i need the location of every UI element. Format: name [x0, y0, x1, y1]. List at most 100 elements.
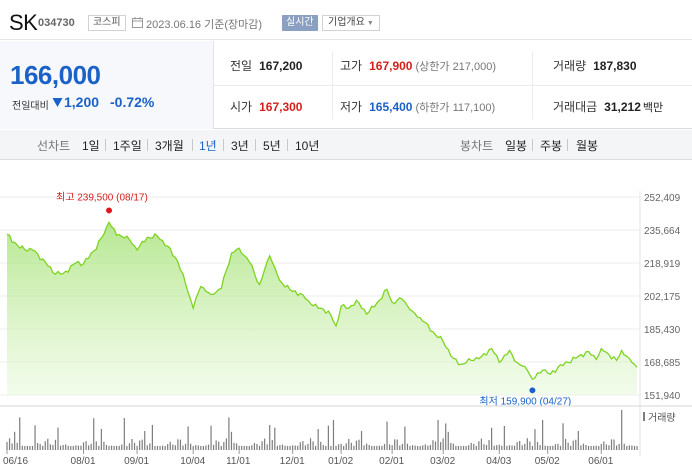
tab-divider	[147, 139, 148, 151]
tab-1day[interactable]: 1일	[82, 139, 100, 153]
volume-bar	[511, 445, 513, 450]
tab-3year[interactable]: 3년	[231, 139, 249, 153]
volume-bar	[116, 445, 118, 450]
volume-bar	[442, 438, 444, 450]
volume-bar	[378, 445, 380, 450]
volume-bar	[562, 423, 564, 450]
volume-bar	[299, 442, 301, 450]
volume-bar	[243, 445, 245, 450]
volume-bar	[113, 445, 115, 450]
volume-bar	[485, 445, 488, 450]
price-chart[interactable]: 252,409 235,664 218,919 202,175 185,430 168,6…	[0, 160, 692, 473]
volume-bar	[29, 445, 31, 450]
volume-bar	[31, 445, 34, 450]
volume-bar	[457, 445, 460, 450]
volume-bar	[322, 445, 324, 450]
calendar-icon	[132, 17, 143, 28]
volume-bar	[388, 444, 391, 450]
volume-bar	[67, 445, 69, 450]
tab-1year[interactable]: 1년	[199, 139, 217, 153]
volume-bar	[294, 445, 296, 450]
stock-code: 034730	[38, 17, 75, 29]
volume-bar	[128, 443, 131, 450]
volume-bar	[516, 442, 518, 450]
volume-bar	[355, 440, 358, 450]
volume-bar	[105, 445, 108, 450]
volume-bar	[358, 439, 360, 450]
volume-bar	[195, 445, 197, 450]
volume-bar	[353, 445, 355, 450]
volume-bar	[62, 444, 64, 450]
column-divider	[532, 51, 533, 119]
down-arrow-icon	[52, 98, 63, 107]
volume-bar	[437, 419, 439, 450]
volume-bar	[363, 445, 365, 450]
volume-bar	[253, 442, 256, 450]
realtime-badge[interactable]: 실시간	[282, 15, 318, 31]
tab-3month[interactable]: 3개월	[155, 139, 184, 153]
price-summary: 166,000 전일대비 1,200 -0.72% 전일 167,200 고가 16…	[0, 41, 692, 129]
volume-bar	[414, 445, 416, 450]
low-label: 최저 159,900 (04/27)	[479, 395, 571, 407]
volume-bar	[312, 441, 314, 450]
tab-1week[interactable]: 1주일	[113, 139, 142, 153]
volume-bar	[340, 443, 342, 450]
volume-bar	[309, 438, 312, 450]
volume-bar	[304, 445, 307, 450]
volume-bar	[462, 445, 465, 450]
volume-bar	[205, 445, 207, 450]
volume-bar	[394, 439, 396, 450]
tab-monthly-candle[interactable]: 월봉	[576, 139, 599, 153]
volume-bar	[348, 438, 350, 450]
volume-bar	[297, 445, 299, 450]
volume-bar	[169, 441, 171, 450]
tab-weekly-candle[interactable]: 주봉	[540, 139, 563, 153]
volume-bar	[261, 441, 263, 450]
stat-value: 165,400	[369, 100, 413, 114]
y-tick-label: 202,175	[644, 292, 681, 303]
company-info-label: 기업개요	[328, 17, 365, 28]
volume-bar	[526, 438, 528, 450]
volume-bar	[284, 445, 286, 450]
x-tick-label: 10/04	[180, 456, 205, 467]
company-info-dropdown[interactable]: 기업개요 ▼	[322, 15, 380, 31]
tab-daily-candle[interactable]: 일봉	[505, 139, 528, 153]
stat-label: 저가	[340, 100, 363, 114]
volume-bar	[603, 441, 605, 450]
volume-bar	[14, 431, 16, 450]
period-tabs: 선차트 1일 1주일 3개월 1년 3년 5년 10년 봉차트 일봉 주봉 월봉	[0, 130, 692, 160]
stat-unit: 백만	[642, 102, 664, 114]
volume-bar	[230, 431, 233, 450]
volume-bar	[281, 444, 284, 450]
stat-value: 167,200	[259, 59, 303, 73]
volume-bar	[404, 426, 406, 450]
tab-10year[interactable]: 10년	[295, 139, 320, 153]
high-label: 최고 239,500 (08/17)	[56, 191, 148, 203]
volume-bar	[90, 443, 92, 450]
volume-bar	[274, 427, 276, 450]
stat-value: 31,212	[604, 100, 641, 114]
y-tick-label: 168,685	[644, 358, 681, 369]
volume-bar	[98, 445, 100, 450]
tab-divider	[223, 139, 224, 151]
volume-bar	[570, 445, 572, 450]
y-tick-label: 235,664	[644, 226, 681, 237]
volume-bar	[613, 439, 615, 450]
stat-trade-amount: 거래대금 31,212 백만	[553, 98, 663, 115]
volume-bar	[521, 445, 523, 450]
volume-bar	[628, 445, 630, 450]
volume-bar	[144, 430, 146, 450]
x-tick-label: 09/01	[124, 456, 149, 467]
x-tick-label: 06/01	[588, 456, 613, 467]
volume-bar	[256, 443, 258, 450]
column-divider	[332, 51, 333, 119]
current-price-box: 166,000 전일대비 1,200 -0.72%	[0, 41, 214, 129]
volume-bar	[72, 445, 74, 450]
volume-bar	[491, 427, 493, 450]
volume-bar	[554, 444, 556, 450]
volume-bar	[621, 410, 623, 450]
change-percent: -0.72%	[110, 94, 155, 110]
volume-bar	[315, 445, 317, 450]
volume-bar	[248, 445, 250, 450]
tab-5year[interactable]: 5년	[263, 139, 281, 153]
